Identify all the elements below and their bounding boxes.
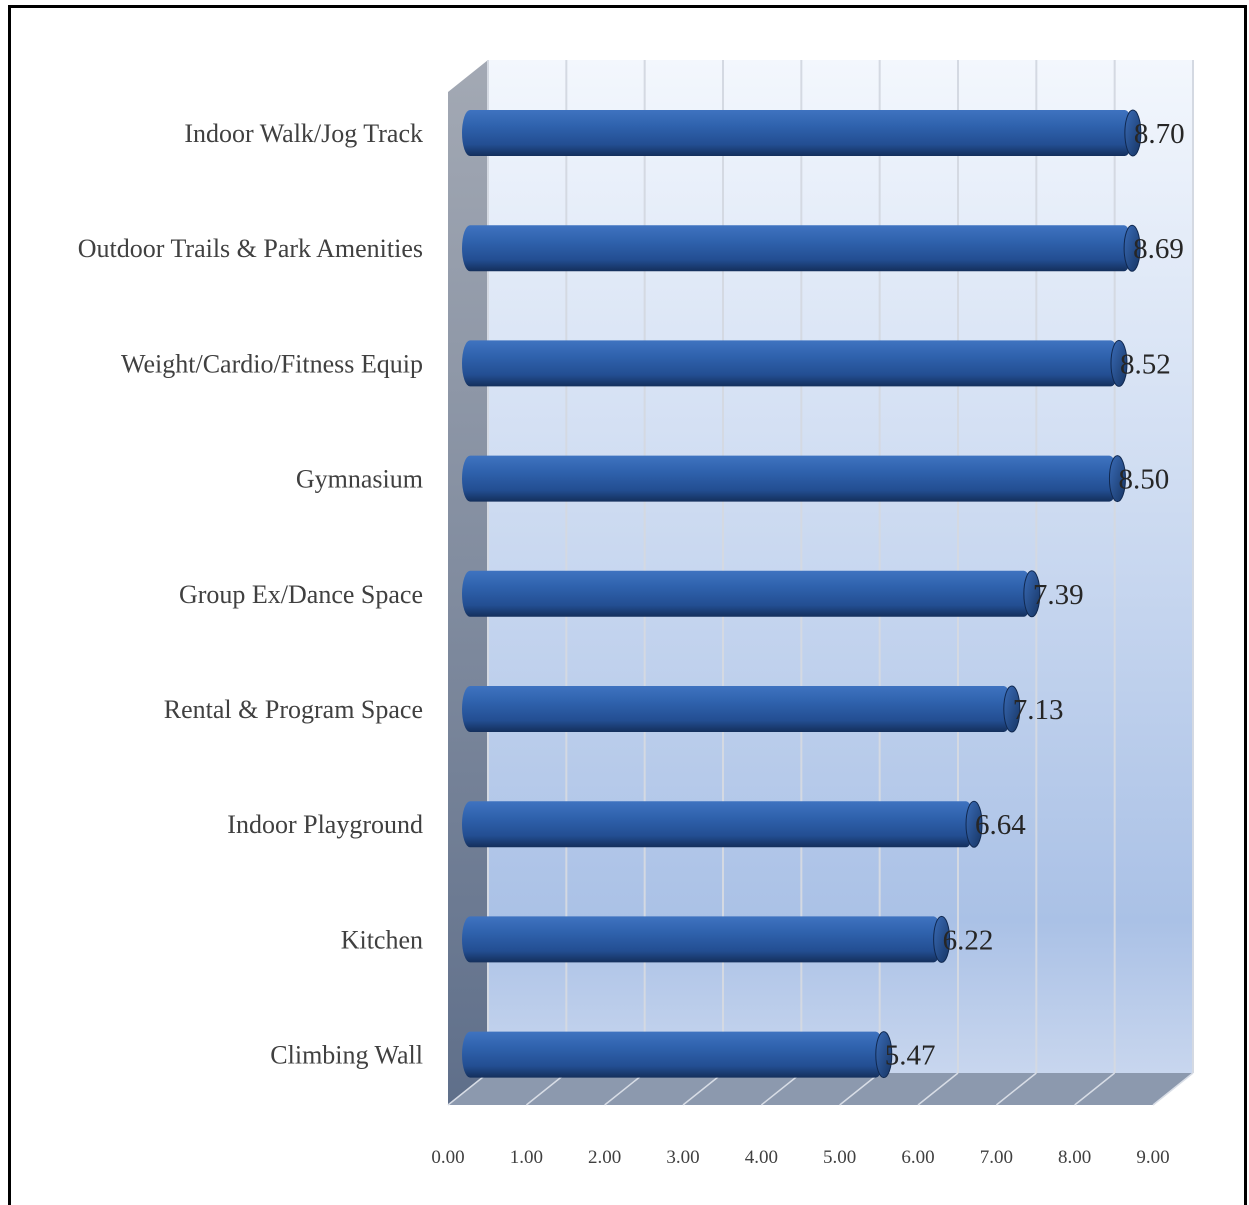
bar-series <box>462 109 1142 1079</box>
tick-label: 9.00 <box>1136 1147 1169 1168</box>
bar <box>462 570 1041 618</box>
floor-gridline <box>604 1072 646 1106</box>
data-label: 8.70 <box>1134 118 1185 150</box>
bar <box>462 109 1142 157</box>
data-label: 8.69 <box>1133 233 1184 265</box>
data-label: 6.64 <box>975 809 1026 841</box>
category-label: Group Ex/Dance Space <box>179 580 423 609</box>
category-label: Indoor Walk/Jog Track <box>184 119 423 148</box>
category-label: Weight/Cardio/Fitness Equip <box>121 349 423 378</box>
bar-cap <box>1123 224 1141 272</box>
chart-frame <box>8 5 1247 1205</box>
bar-body <box>462 1031 884 1078</box>
bar-cap <box>1003 685 1021 733</box>
bar <box>462 224 1141 272</box>
bar-body <box>462 570 1032 617</box>
data-labels: 8.70 8.69 8.52 8.50 7.39 7.13 6.64 6.22 5.47 <box>885 118 1185 1072</box>
data-label: 5.47 <box>885 1040 936 1072</box>
bar-cap <box>1110 339 1128 387</box>
floor-gridline <box>995 1072 1037 1106</box>
floor-gridline <box>1152 1072 1194 1106</box>
bar <box>462 685 1021 733</box>
category-axis: Indoor Walk/Jog Track Outdoor Trails & Pa… <box>78 119 423 1070</box>
floor-gridline <box>682 1072 724 1106</box>
data-label: 8.50 <box>1118 464 1169 496</box>
data-label: 7.39 <box>1033 579 1084 611</box>
tick-label: 6.00 <box>901 1147 934 1168</box>
category-label: Kitchen <box>341 925 423 954</box>
tick-label: 0.00 <box>431 1147 464 1168</box>
bar-body <box>462 455 1118 502</box>
bar <box>462 455 1126 503</box>
bar <box>462 339 1128 387</box>
tick-label: 5.00 <box>823 1147 856 1168</box>
bar-cap <box>1023 570 1041 618</box>
data-label: 6.22 <box>943 924 994 956</box>
data-label: 8.52 <box>1120 348 1171 380</box>
bar-cap <box>933 915 951 963</box>
data-label: 7.13 <box>1013 694 1064 726</box>
tick-label: 8.00 <box>1058 1147 1091 1168</box>
category-label: Gymnasium <box>296 465 423 494</box>
bar-cap <box>1108 455 1126 503</box>
bar <box>462 800 983 848</box>
bar-body <box>462 686 1012 732</box>
floor-gridline <box>760 1072 802 1106</box>
floor-gridline <box>447 1072 489 1106</box>
floor-gridline <box>839 1072 881 1106</box>
floor-gridline <box>917 1072 959 1106</box>
tick-label: 4.00 <box>745 1147 778 1168</box>
bar-cap <box>1124 109 1142 157</box>
bar <box>462 915 951 963</box>
category-label: Outdoor Trails & Park Amenities <box>78 234 423 263</box>
bar-body <box>462 916 942 963</box>
category-label: Indoor Playground <box>227 810 423 839</box>
tick-label: 7.00 <box>980 1147 1013 1168</box>
category-label: Rental & Program Space <box>164 695 423 724</box>
floor-gridline <box>525 1072 567 1106</box>
bar-body <box>462 340 1119 387</box>
bar-body <box>462 801 975 848</box>
bar-body <box>462 225 1133 272</box>
bar-cap <box>875 1031 893 1079</box>
value-axis: 0.00 1.00 2.00 3.00 4.00 5.00 6.00 7.00 8.00 9.00 <box>431 1147 1169 1168</box>
tick-label: 3.00 <box>666 1147 699 1168</box>
tick-label: 2.00 <box>588 1147 621 1168</box>
bar-body <box>462 110 1133 156</box>
bar-cap <box>965 800 983 848</box>
category-label: Climbing Wall <box>270 1041 423 1070</box>
bar <box>462 1031 893 1079</box>
floor-gridline <box>1074 1072 1116 1106</box>
tick-label: 1.00 <box>510 1147 543 1168</box>
